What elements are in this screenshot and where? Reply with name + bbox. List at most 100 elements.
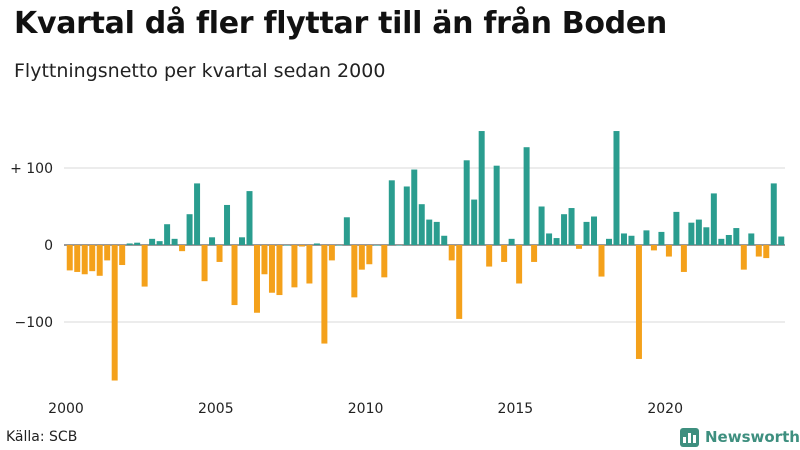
bar bbox=[141, 245, 148, 287]
brand-name: Newsworthy bbox=[705, 428, 800, 446]
bar bbox=[328, 245, 335, 261]
bar bbox=[268, 245, 275, 293]
y-tick-label: −100 bbox=[15, 315, 53, 331]
bar bbox=[620, 233, 627, 245]
bar bbox=[209, 237, 216, 245]
bar bbox=[755, 245, 762, 257]
bar bbox=[239, 237, 245, 245]
bar bbox=[216, 245, 223, 262]
bar bbox=[441, 235, 448, 245]
bar bbox=[358, 245, 365, 270]
bar bbox=[448, 245, 455, 261]
bar bbox=[426, 219, 433, 245]
bar bbox=[486, 245, 493, 267]
bar bbox=[411, 169, 418, 245]
bar bbox=[628, 235, 635, 245]
y-tick-label: 0 bbox=[44, 238, 53, 254]
bar bbox=[680, 245, 687, 272]
bar bbox=[321, 245, 328, 344]
brand-logo: Newsworthy bbox=[680, 425, 800, 449]
bar bbox=[313, 243, 320, 245]
bar bbox=[531, 245, 538, 262]
bar bbox=[546, 233, 553, 245]
bar bbox=[688, 222, 695, 245]
bar bbox=[298, 245, 305, 247]
bar bbox=[134, 242, 141, 245]
bar bbox=[373, 245, 380, 246]
bar bbox=[553, 238, 560, 245]
bar bbox=[246, 191, 253, 245]
newsworthy-logo-icon bbox=[680, 427, 699, 447]
bar bbox=[508, 238, 515, 245]
bar bbox=[96, 245, 103, 276]
x-axis-ticks: 2000 2005 2010 2015 2020 bbox=[48, 401, 683, 417]
bar bbox=[433, 221, 440, 245]
bar bbox=[673, 211, 680, 245]
bar bbox=[710, 193, 717, 245]
bar bbox=[403, 186, 410, 245]
bar bbox=[463, 160, 470, 245]
bar bbox=[351, 245, 358, 298]
bar bbox=[231, 245, 238, 306]
bar bbox=[650, 245, 657, 251]
bar bbox=[283, 245, 290, 246]
bar bbox=[388, 180, 395, 245]
y-axis-ticks: + 100 0 −100 bbox=[10, 161, 53, 331]
bar bbox=[66, 245, 73, 271]
bar bbox=[748, 233, 755, 245]
bar bbox=[725, 234, 732, 245]
bar bbox=[740, 245, 747, 270]
bar bbox=[381, 245, 388, 278]
bar bbox=[418, 204, 425, 245]
x-tick-label: 2015 bbox=[498, 401, 534, 417]
bar bbox=[89, 245, 96, 272]
bar-series bbox=[66, 131, 785, 381]
bar bbox=[164, 224, 171, 245]
bar bbox=[501, 245, 508, 262]
bar bbox=[613, 131, 620, 245]
bar bbox=[119, 245, 126, 266]
bar bbox=[598, 245, 605, 277]
bar bbox=[253, 245, 260, 313]
bar bbox=[261, 245, 268, 275]
bar bbox=[81, 245, 88, 275]
bar bbox=[658, 231, 665, 245]
bar bbox=[561, 214, 568, 245]
bar bbox=[179, 245, 186, 252]
bar bbox=[456, 245, 463, 319]
bar bbox=[186, 214, 193, 245]
x-tick-label: 2020 bbox=[647, 401, 683, 417]
bar bbox=[156, 241, 163, 245]
bar bbox=[591, 216, 598, 245]
bar bbox=[523, 147, 530, 245]
bar bbox=[104, 245, 111, 261]
bar bbox=[493, 165, 500, 245]
chart-subtitle: Flyttningsnetto per kvartal sedan 2000 bbox=[14, 60, 386, 82]
bar bbox=[276, 245, 283, 296]
bar bbox=[568, 208, 575, 245]
bar bbox=[194, 183, 201, 245]
bar bbox=[291, 245, 298, 288]
x-tick-label: 2000 bbox=[48, 401, 84, 417]
source-note: Källa: SCB bbox=[6, 429, 78, 445]
bar bbox=[770, 183, 777, 245]
bar bbox=[643, 230, 650, 245]
bar bbox=[763, 245, 770, 259]
bar bbox=[366, 245, 373, 265]
bar bbox=[733, 228, 740, 245]
bar bbox=[396, 245, 403, 246]
bar bbox=[126, 243, 133, 245]
bar bbox=[583, 221, 590, 245]
chart-title: Kvartal då fler flyttar till än från Bod… bbox=[14, 6, 667, 41]
bar bbox=[606, 238, 612, 245]
bar bbox=[516, 245, 523, 284]
bar bbox=[478, 131, 485, 245]
bar bbox=[695, 219, 702, 245]
bar bbox=[471, 199, 478, 245]
bar bbox=[224, 204, 231, 245]
bar bbox=[538, 206, 545, 245]
bar bbox=[343, 217, 350, 245]
bar bbox=[149, 238, 156, 245]
x-tick-label: 2010 bbox=[348, 401, 384, 417]
bar bbox=[665, 245, 672, 257]
